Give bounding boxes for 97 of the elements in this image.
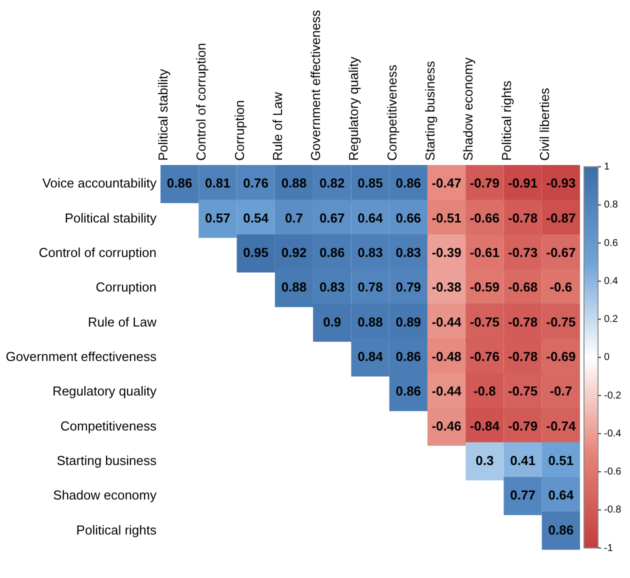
data-label: -0.75 — [546, 314, 576, 330]
color-bar-label: -0.2 — [604, 390, 622, 402]
y-tick-label: Political rights — [76, 522, 157, 538]
color-bar-label: 1 — [604, 162, 610, 173]
data-label: 0.86 — [396, 384, 422, 399]
x-tick-label: Regulatory quality — [346, 56, 362, 161]
y-tick-label: Regulatory quality — [52, 384, 157, 399]
data-label: 0.64 — [358, 210, 384, 226]
data-label: -0.84 — [470, 418, 500, 434]
y-tick-label: Political stability — [64, 210, 157, 226]
color-bar-label: -0.6 — [604, 466, 622, 478]
color-bar-label: -0.8 — [604, 504, 622, 516]
data-label: -0.8 — [473, 384, 496, 399]
data-label: -0.78 — [508, 210, 538, 226]
data-label: 0.78 — [358, 280, 383, 295]
y-tick-label: Voice accountability — [42, 176, 157, 191]
x-tick-label: Shadow economy — [460, 56, 476, 161]
data-label: -0.38 — [432, 280, 462, 295]
data-label: -0.48 — [432, 348, 462, 364]
data-label: 0.83 — [319, 280, 345, 295]
x-tick-label: Corruption — [232, 100, 247, 161]
data-label: 0.81 — [205, 176, 230, 191]
data-label: 0.92 — [281, 245, 307, 260]
x-tick-label: Competitiveness — [384, 64, 400, 161]
x-tick-label: Government effectiveness — [308, 10, 324, 161]
y-tick-label: Corruption — [96, 280, 156, 295]
x-tick-label: Political rights — [498, 80, 514, 161]
color-bar-label: 0.6 — [604, 238, 618, 249]
x-tick-label: Rule of Law — [270, 92, 285, 161]
y-tick-label: Rule of Law — [88, 314, 158, 330]
data-label: 0.41 — [510, 452, 536, 468]
data-label: 0.88 — [358, 314, 383, 330]
color-bar-label: -0.4 — [604, 428, 622, 440]
data-label: 0.88 — [281, 280, 307, 295]
data-label: 0.9 — [323, 314, 342, 330]
data-label: -0.78 — [508, 348, 538, 364]
data-label: -0.6 — [550, 280, 572, 295]
data-label: -0.44 — [432, 384, 462, 399]
x-tick-label: Civil liberties — [536, 87, 552, 161]
data-label: 0.89 — [396, 314, 422, 330]
data-label: 0.83 — [358, 245, 383, 260]
data-label: 0.76 — [243, 176, 268, 191]
data-label: 0.86 — [166, 176, 192, 191]
data-label: -0.66 — [470, 210, 500, 226]
data-label: -0.61 — [470, 245, 500, 260]
data-label: -0.93 — [546, 176, 576, 191]
data-label: -0.39 — [432, 245, 462, 260]
data-label: 0.83 — [396, 245, 422, 260]
data-label: -0.78 — [508, 314, 538, 330]
data-label: 0.88 — [281, 176, 307, 191]
data-label: 0.64 — [548, 488, 574, 503]
data-label: -0.51 — [432, 210, 462, 226]
data-label: -0.73 — [508, 245, 538, 260]
data-label: 0.79 — [396, 280, 422, 295]
color-bar-label: 0.4 — [604, 276, 618, 287]
data-label: -0.46 — [432, 418, 462, 434]
data-label: 0.7 — [284, 210, 304, 226]
data-label: -0.69 — [546, 348, 576, 364]
data-label: 0.3 — [476, 452, 494, 468]
data-label: -0.47 — [432, 176, 462, 191]
data-label: 0.86 — [396, 348, 422, 364]
data-label: -0.74 — [546, 418, 577, 434]
color-bar-label: -1 — [604, 542, 614, 554]
data-label: 0.77 — [510, 488, 536, 503]
data-label: 0.66 — [396, 210, 422, 226]
y-tick-label: Starting business — [56, 452, 157, 468]
color-bar-label: 0.2 — [604, 314, 618, 326]
color-bar-label: 0 — [604, 352, 610, 364]
data-label: 0.85 — [358, 176, 383, 191]
y-tick-label: Shadow economy — [53, 488, 157, 503]
data-label: -0.91 — [508, 176, 538, 191]
y-tick-label: Government effectiveness — [6, 348, 157, 364]
data-label: -0.59 — [470, 280, 500, 295]
data-label: -0.67 — [546, 245, 576, 260]
data-label: -0.7 — [550, 384, 572, 399]
data-label: -0.44 — [432, 314, 462, 330]
y-tick-label: Control of corruption — [38, 245, 156, 260]
x-tick-label: Starting business — [422, 60, 438, 161]
data-label: -0.68 — [508, 280, 538, 295]
data-label: 0.95 — [243, 245, 268, 260]
data-label: -0.87 — [546, 210, 576, 226]
data-label: 0.82 — [319, 176, 345, 191]
data-label: -0.75 — [508, 384, 538, 399]
data-label: -0.79 — [470, 176, 500, 191]
data-label: 0.86 — [319, 245, 345, 260]
data-label: 0.86 — [396, 176, 422, 191]
data-label: 0.57 — [205, 210, 230, 226]
color-bar-label: 0.8 — [604, 200, 618, 211]
data-label: 0.54 — [243, 210, 270, 226]
data-label: -0.76 — [470, 348, 500, 364]
data-label: -0.79 — [508, 418, 538, 434]
data-label: 0.67 — [319, 210, 345, 226]
data-label: 0.51 — [548, 452, 574, 468]
data-label: 0.86 — [548, 522, 574, 538]
y-tick-label: Competitiveness — [60, 418, 157, 434]
data-label: -0.75 — [470, 314, 500, 330]
data-label: 0.84 — [358, 348, 384, 364]
